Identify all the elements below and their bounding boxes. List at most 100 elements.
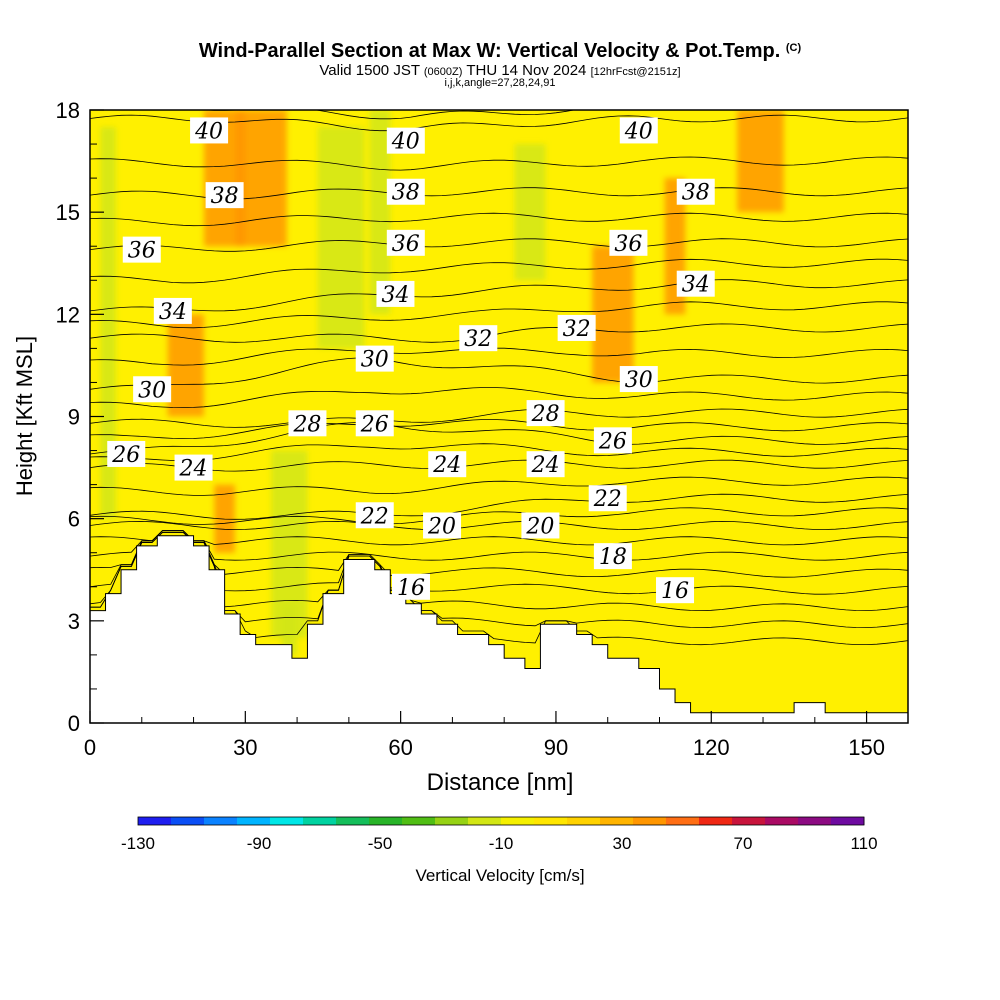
contour-label-text: 22 [593,487,622,512]
contour-label-box [355,502,394,529]
colorbar-swatch [567,817,601,825]
colorbar-swatch [732,817,766,825]
contour-label-box [190,117,229,144]
contour-label-box [526,451,565,478]
valid-date: THU 14 Nov 2024 [466,62,587,79]
theta-contour-24 [90,459,908,472]
contour-label-box [153,297,192,324]
forecast-info: [12hrFcst@2151z] [590,66,681,78]
colorbar-tick-label: 70 [734,834,753,853]
contour-label-text: 32 [563,317,591,342]
contour-label-text: 36 [614,232,642,257]
contour-label-box [376,280,415,307]
chart-subtitle: Valid 1500 JST (0600Z) THU 14 Nov 2024 [… [0,63,1000,80]
velocity-band-orange_bands-1 [234,110,287,247]
contour-label-text: 20 [525,514,554,539]
contour-label-20-28: 20 [521,512,560,539]
theta-contours [90,110,908,646]
contour-label-text: 36 [392,232,420,257]
colorbar-tick-label: -50 [368,834,393,853]
contour-label-text: 34 [381,283,409,308]
theta-contour-17 [90,530,908,578]
contour-label-32-13: 32 [557,314,596,342]
contour-label-38-3: 38 [205,182,244,209]
contour-label-box [557,314,596,341]
contour-label-30-16: 30 [619,366,658,393]
contour-label-text: 38 [211,184,239,209]
colorbar-swatch [435,817,469,825]
colorbar-tick-label: 30 [613,834,632,853]
chart-title-text: Wind-Parallel Section at Max W: Vertical… [198,40,781,62]
velocity-band-green_updown_bands-5 [514,144,546,281]
colorbar-frame [137,816,865,826]
chart-title: Wind-Parallel Section at Max W: Vertical… [0,36,1000,63]
contour-label-26-19: 26 [107,440,146,468]
contour-label-box [619,366,658,393]
contour-label-text: 26 [111,443,140,468]
contour-label-box [428,451,467,478]
contour-label-34-10: 34 [376,280,415,308]
theta-contour-36 [90,238,908,252]
contour-label-box [593,543,632,570]
contour-label-30-14: 30 [133,376,172,403]
theta-contour-19 [90,530,908,546]
valid-utc: (0600Z) [423,66,463,78]
theta-contour-30 [90,357,908,390]
theta-contour-34 [90,279,908,312]
title-block: Wind-Parallel Section at Max W: Vertical… [0,36,1000,89]
contour-label-16-30: 16 [391,573,430,601]
contour-label-text: 32 [464,327,492,352]
contour-label-text: 38 [392,181,420,206]
contour-label-box [609,229,648,256]
colorbar-swatch [831,817,865,825]
y-axis-label: Height [Kft MSL] [12,336,37,496]
velocity-band-green_updown_bands-4 [369,110,391,315]
theta-contour-33 [90,301,908,329]
contour-label-box [526,400,565,427]
contour-label-text: 24 [531,453,560,478]
contour-label-20-27: 20 [423,512,462,539]
contour-label-box [676,270,715,297]
contour-label-text: 30 [361,348,389,373]
x-tick-label: 120 [693,735,730,760]
contour-label-text: 24 [432,453,461,478]
contour-label-box [355,345,394,372]
contour-label-box [355,410,394,437]
y-tick-label: 18 [56,98,80,123]
y-tick-label: 3 [68,609,80,634]
colorbar-swatch [138,817,172,825]
y-tick-label: 15 [56,200,80,225]
contour-label-34-11: 34 [676,270,715,298]
contour-label-box [593,427,632,454]
theta-contour-39 [90,156,908,171]
contour-label-text: 34 [682,273,710,298]
contour-label-text: 26 [598,429,627,454]
contour-label-text: 26 [360,412,389,437]
y-tick-label: 6 [68,507,80,532]
theta-contour-13 [90,531,908,646]
x-tick-label: 60 [388,735,412,760]
contour-label-box [676,178,715,205]
theta-contour-16 [90,530,908,595]
x-tick-label: 90 [544,735,568,760]
contour-label-text: 28 [531,402,560,427]
grid-meta: i,j,k,angle=27,28,24,91 [444,77,556,89]
contour-label-text: 36 [128,239,156,264]
theta-contour-15 [90,531,908,612]
contour-label-26-20: 26 [355,410,394,437]
colorbar-tick-label: -130 [121,834,155,853]
contour-label-24-22: 24 [174,454,213,482]
colorbar-swatch [336,817,370,825]
theta-contour-21 [90,507,908,525]
theta-contour-27 [90,419,908,440]
contour-label-text: 40 [391,130,420,155]
copyright-mark: (C) [785,42,802,54]
x-tick-label: 0 [84,735,96,760]
contour-label-text: 28 [292,412,321,437]
colorbar-swatch [666,817,700,825]
contour-label-box [423,512,462,539]
colorbar-swatch [765,817,799,825]
theta-contour-23 [90,476,908,496]
contour-label-16-31: 16 [656,577,695,604]
